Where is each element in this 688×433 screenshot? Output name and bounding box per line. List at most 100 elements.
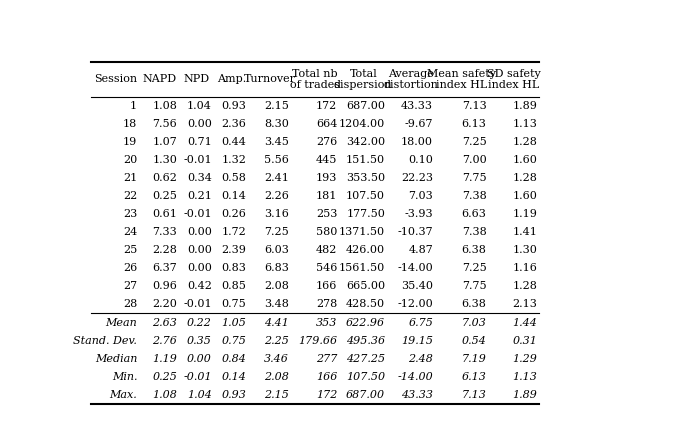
Text: 1.19: 1.19 [512, 209, 537, 219]
Text: 1.44: 1.44 [512, 318, 537, 328]
Text: 166: 166 [316, 281, 337, 291]
Text: 7.25: 7.25 [264, 227, 289, 237]
Text: 22: 22 [123, 191, 137, 201]
Text: 43.33: 43.33 [401, 390, 433, 400]
Text: 1.28: 1.28 [512, 173, 537, 183]
Text: 353: 353 [316, 318, 337, 328]
Text: 2.36: 2.36 [222, 119, 246, 129]
Text: 7.13: 7.13 [462, 390, 486, 400]
Text: Turnover: Turnover [244, 74, 296, 84]
Text: NPD: NPD [184, 74, 210, 84]
Text: 1.08: 1.08 [152, 101, 178, 111]
Text: 0.42: 0.42 [187, 281, 212, 291]
Text: 427.25: 427.25 [346, 354, 385, 364]
Text: 1: 1 [130, 101, 137, 111]
Text: 2.25: 2.25 [264, 336, 289, 346]
Text: Amp.: Amp. [217, 74, 246, 84]
Text: 166: 166 [316, 372, 337, 382]
Text: 21: 21 [123, 173, 137, 183]
Text: 426.00: 426.00 [346, 245, 385, 255]
Text: 3.48: 3.48 [264, 299, 289, 309]
Text: 0.93: 0.93 [222, 390, 246, 400]
Text: 1371.50: 1371.50 [339, 227, 385, 237]
Text: 0.31: 0.31 [512, 336, 537, 346]
Text: -0.01: -0.01 [183, 299, 212, 309]
Text: 2.20: 2.20 [152, 299, 178, 309]
Text: 0.00: 0.00 [187, 119, 212, 129]
Text: 1.07: 1.07 [153, 137, 178, 147]
Text: Mean: Mean [105, 318, 137, 328]
Text: 0.93: 0.93 [222, 101, 246, 111]
Text: 7.25: 7.25 [462, 263, 486, 273]
Text: -14.00: -14.00 [398, 372, 433, 382]
Text: 7.25: 7.25 [462, 137, 486, 147]
Text: 1.32: 1.32 [222, 155, 246, 165]
Text: 0.35: 0.35 [187, 336, 212, 346]
Text: 19: 19 [123, 137, 137, 147]
Text: 6.38: 6.38 [462, 245, 486, 255]
Text: 2.08: 2.08 [264, 281, 289, 291]
Text: 24: 24 [123, 227, 137, 237]
Text: 3.16: 3.16 [264, 209, 289, 219]
Text: 1.28: 1.28 [512, 281, 537, 291]
Text: 3.46: 3.46 [264, 354, 289, 364]
Text: 7.03: 7.03 [409, 191, 433, 201]
Text: 0.00: 0.00 [187, 227, 212, 237]
Text: 687.00: 687.00 [346, 101, 385, 111]
Text: 1.89: 1.89 [512, 390, 537, 400]
Text: 445: 445 [316, 155, 337, 165]
Text: 7.56: 7.56 [153, 119, 178, 129]
Text: 495.36: 495.36 [346, 336, 385, 346]
Text: 2.76: 2.76 [152, 336, 178, 346]
Text: 2.48: 2.48 [408, 354, 433, 364]
Text: 172: 172 [316, 101, 337, 111]
Text: 107.50: 107.50 [346, 191, 385, 201]
Text: -0.01: -0.01 [183, 372, 212, 382]
Text: 2.39: 2.39 [222, 245, 246, 255]
Text: 0.62: 0.62 [152, 173, 178, 183]
Text: 1.28: 1.28 [512, 137, 537, 147]
Text: 107.50: 107.50 [346, 372, 385, 382]
Text: 7.13: 7.13 [462, 101, 486, 111]
Text: 7.03: 7.03 [462, 318, 486, 328]
Text: 7.38: 7.38 [462, 227, 486, 237]
Text: 0.26: 0.26 [222, 209, 246, 219]
Text: SD safety
index HL: SD safety index HL [487, 69, 541, 90]
Text: 28: 28 [123, 299, 137, 309]
Text: 0.75: 0.75 [222, 336, 246, 346]
Text: 2.63: 2.63 [152, 318, 178, 328]
Text: 0.44: 0.44 [222, 137, 246, 147]
Text: Session: Session [94, 74, 137, 84]
Text: 35.40: 35.40 [401, 281, 433, 291]
Text: 1.13: 1.13 [512, 372, 537, 382]
Text: 353.50: 353.50 [346, 173, 385, 183]
Text: 27: 27 [123, 281, 137, 291]
Text: 22.23: 22.23 [401, 173, 433, 183]
Text: NAPD: NAPD [142, 74, 176, 84]
Text: 0.54: 0.54 [462, 336, 486, 346]
Text: 6.03: 6.03 [264, 245, 289, 255]
Text: 0.75: 0.75 [222, 299, 246, 309]
Text: 1.08: 1.08 [152, 390, 178, 400]
Text: 1.41: 1.41 [512, 227, 537, 237]
Text: 580: 580 [316, 227, 337, 237]
Text: 20: 20 [123, 155, 137, 165]
Text: 0.96: 0.96 [152, 281, 178, 291]
Text: 151.50: 151.50 [346, 155, 385, 165]
Text: 2.13: 2.13 [512, 299, 537, 309]
Text: 1.72: 1.72 [222, 227, 246, 237]
Text: 7.75: 7.75 [462, 281, 486, 291]
Text: 181: 181 [316, 191, 337, 201]
Text: 23: 23 [123, 209, 137, 219]
Text: 6.13: 6.13 [462, 119, 486, 129]
Text: 6.13: 6.13 [462, 372, 486, 382]
Text: 7.00: 7.00 [462, 155, 486, 165]
Text: Stand. Dev.: Stand. Dev. [74, 336, 137, 346]
Text: Total
dispersion: Total dispersion [334, 69, 393, 90]
Text: 1561.50: 1561.50 [339, 263, 385, 273]
Text: 1.29: 1.29 [512, 354, 537, 364]
Text: 546: 546 [316, 263, 337, 273]
Text: 0.00: 0.00 [187, 245, 212, 255]
Text: -0.01: -0.01 [183, 155, 212, 165]
Text: 8.30: 8.30 [264, 119, 289, 129]
